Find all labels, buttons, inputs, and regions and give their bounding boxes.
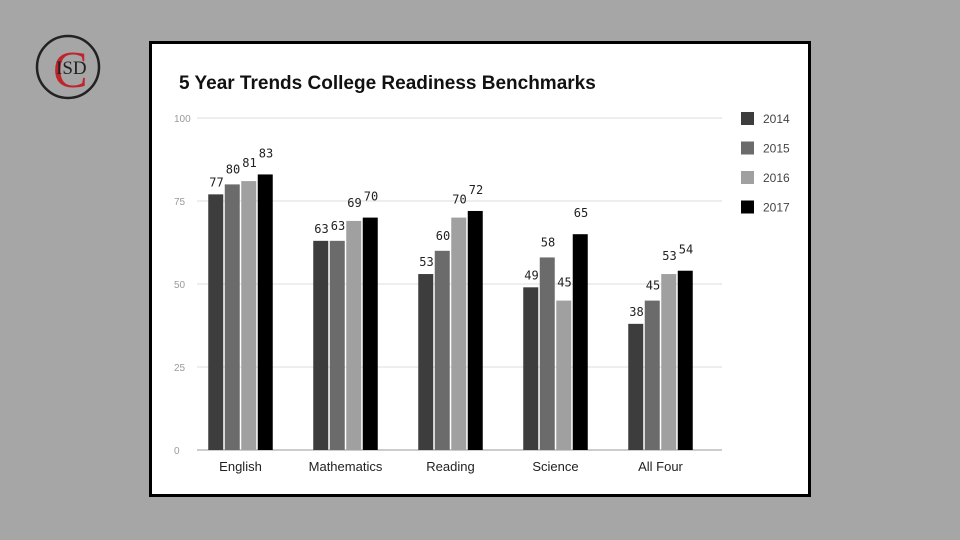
legend-swatch bbox=[741, 171, 754, 184]
bar bbox=[418, 274, 434, 450]
bar bbox=[572, 234, 588, 450]
category-labels: English Mathematics Reading Science All Four bbox=[219, 459, 683, 474]
bar bbox=[451, 217, 467, 450]
legend-label: 2016 bbox=[763, 171, 790, 185]
x-tick-label: All Four bbox=[638, 459, 683, 474]
data-label: 54 bbox=[679, 243, 693, 257]
bar-chart: 5 Year Trends College Readiness Benchmar… bbox=[174, 73, 790, 474]
legend-swatch bbox=[741, 112, 754, 125]
y-tick-label: 75 bbox=[174, 197, 186, 208]
bar bbox=[257, 174, 273, 450]
data-label: 63 bbox=[314, 222, 328, 236]
bar bbox=[362, 217, 378, 450]
data-label: 38 bbox=[629, 305, 643, 319]
chart-title: 5 Year Trends College Readiness Benchmar… bbox=[179, 73, 596, 94]
data-label: 81 bbox=[242, 156, 256, 170]
x-tick-label: Reading bbox=[426, 459, 474, 474]
legend-swatch bbox=[741, 200, 754, 214]
logo-text: ISD bbox=[56, 58, 87, 79]
x-tick-label: Mathematics bbox=[309, 459, 383, 474]
legend-label: 2017 bbox=[763, 201, 790, 215]
bar bbox=[467, 210, 483, 450]
data-label: 58 bbox=[541, 235, 555, 249]
data-label: 60 bbox=[436, 229, 450, 243]
y-tick-label: 0 bbox=[174, 446, 180, 457]
legend-label: 2014 bbox=[763, 112, 790, 126]
data-label: 83 bbox=[259, 146, 273, 160]
data-label: 63 bbox=[331, 219, 345, 233]
bar bbox=[434, 250, 450, 450]
y-tick-label: 50 bbox=[174, 280, 186, 291]
data-label: 65 bbox=[574, 206, 588, 220]
data-label: 45 bbox=[557, 276, 571, 290]
data-label: 80 bbox=[226, 162, 240, 176]
bar bbox=[241, 181, 257, 450]
legend: 2014 2015 2016 2017 bbox=[741, 112, 790, 215]
x-tick-label: Science bbox=[532, 459, 578, 474]
data-label: 49 bbox=[524, 268, 538, 282]
data-label: 70 bbox=[452, 193, 466, 207]
data-label: 45 bbox=[646, 279, 660, 293]
bar bbox=[539, 257, 555, 450]
bar bbox=[644, 300, 660, 450]
data-label: 70 bbox=[364, 190, 378, 204]
data-label: 69 bbox=[347, 196, 361, 210]
x-tick-label: English bbox=[219, 459, 262, 474]
bar bbox=[628, 323, 644, 450]
y-tick-label: 25 bbox=[174, 363, 186, 374]
cisd-logo: C ISD bbox=[34, 33, 102, 101]
data-label: 72 bbox=[469, 183, 483, 197]
bar bbox=[313, 240, 329, 450]
bar bbox=[208, 194, 224, 450]
data-label: 77 bbox=[209, 175, 223, 189]
bar bbox=[523, 287, 539, 450]
bar bbox=[329, 240, 345, 450]
logo-ring bbox=[35, 34, 101, 100]
legend-swatch bbox=[741, 141, 754, 155]
bar bbox=[661, 274, 677, 450]
bar bbox=[556, 300, 572, 450]
data-label: 53 bbox=[419, 255, 433, 269]
logo-letter-c: C bbox=[53, 42, 88, 99]
bar bbox=[346, 220, 362, 450]
data-label: 53 bbox=[662, 249, 676, 263]
chart-frame: 5 Year Trends College Readiness Benchmar… bbox=[149, 41, 811, 497]
legend-label: 2015 bbox=[763, 142, 790, 156]
bar bbox=[224, 184, 240, 450]
y-tick-label: 100 bbox=[174, 114, 191, 125]
bar bbox=[677, 270, 693, 450]
